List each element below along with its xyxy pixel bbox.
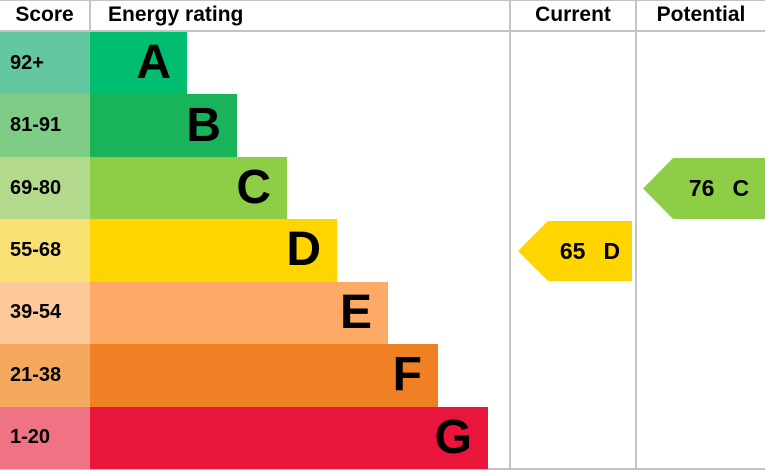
current-rating-letter: D bbox=[603, 237, 621, 264]
current-rating-value: 65 bbox=[559, 237, 586, 264]
score-column-divider bbox=[89, 0, 91, 30]
band-score-cell: 1-20 bbox=[0, 406, 90, 469]
band-score-cell: 81-91 bbox=[0, 94, 90, 157]
band-score-cell: 21-38 bbox=[0, 344, 90, 407]
band-letter: F bbox=[392, 348, 422, 402]
band-score-label: 81-91 bbox=[10, 114, 62, 137]
band-score-cell: 92+ bbox=[0, 32, 90, 95]
band-bar-a: A bbox=[90, 32, 187, 95]
bottom-border-line bbox=[0, 468, 765, 470]
band-row-b: 81-91 B bbox=[0, 94, 510, 157]
band-letter: A bbox=[136, 36, 171, 90]
header-potential: Potential bbox=[656, 3, 746, 26]
header-current: Current bbox=[535, 3, 611, 26]
current-rating-arrow: 65 D bbox=[518, 221, 632, 281]
current-column-divider bbox=[509, 0, 511, 470]
band-bar-b: B bbox=[90, 94, 237, 157]
band-row-e: 39-54 E bbox=[0, 281, 510, 345]
band-bar-e: E bbox=[90, 281, 388, 345]
band-score-label: 55-68 bbox=[10, 238, 62, 261]
band-letter: B bbox=[186, 98, 221, 152]
band-rows: 92+ A 81-91 B 69-80 C 55-68 bbox=[0, 32, 510, 469]
band-score-cell: 55-68 bbox=[0, 219, 90, 282]
band-score-label: 69-80 bbox=[10, 176, 62, 199]
potential-rating-value: 76 bbox=[688, 175, 715, 201]
band-row-f: 21-38 F bbox=[0, 344, 510, 407]
band-score-cell: 69-80 bbox=[0, 156, 90, 220]
band-letter: D bbox=[286, 223, 321, 277]
band-score-label: 92+ bbox=[10, 51, 44, 74]
band-score-cell: 39-54 bbox=[0, 281, 90, 345]
band-row-c: 69-80 C bbox=[0, 156, 510, 220]
band-row-d: 55-68 D bbox=[0, 219, 510, 282]
band-score-label: 39-54 bbox=[10, 301, 62, 324]
band-letter: C bbox=[236, 161, 271, 215]
header-divider-line bbox=[0, 30, 765, 32]
top-border-line bbox=[0, 0, 765, 1]
band-letter: E bbox=[339, 285, 372, 339]
potential-rating-arrow: 76 C bbox=[643, 158, 765, 219]
band-bar-f: F bbox=[90, 344, 438, 407]
potential-column-divider bbox=[635, 0, 637, 470]
band-bar-c: C bbox=[90, 156, 287, 220]
band-score-label: 1-20 bbox=[10, 426, 51, 449]
band-bar-g: G bbox=[90, 406, 488, 469]
band-score-label: 21-38 bbox=[10, 363, 62, 386]
band-letter: G bbox=[434, 410, 472, 464]
band-row-g: 1-20 G bbox=[0, 406, 510, 469]
band-row-a: 92+ A bbox=[0, 32, 510, 95]
band-bar-d: D bbox=[90, 219, 337, 282]
header-energy-rating: Energy rating bbox=[108, 3, 244, 26]
potential-rating-letter: C bbox=[732, 175, 750, 201]
header-score: Score bbox=[15, 3, 74, 26]
